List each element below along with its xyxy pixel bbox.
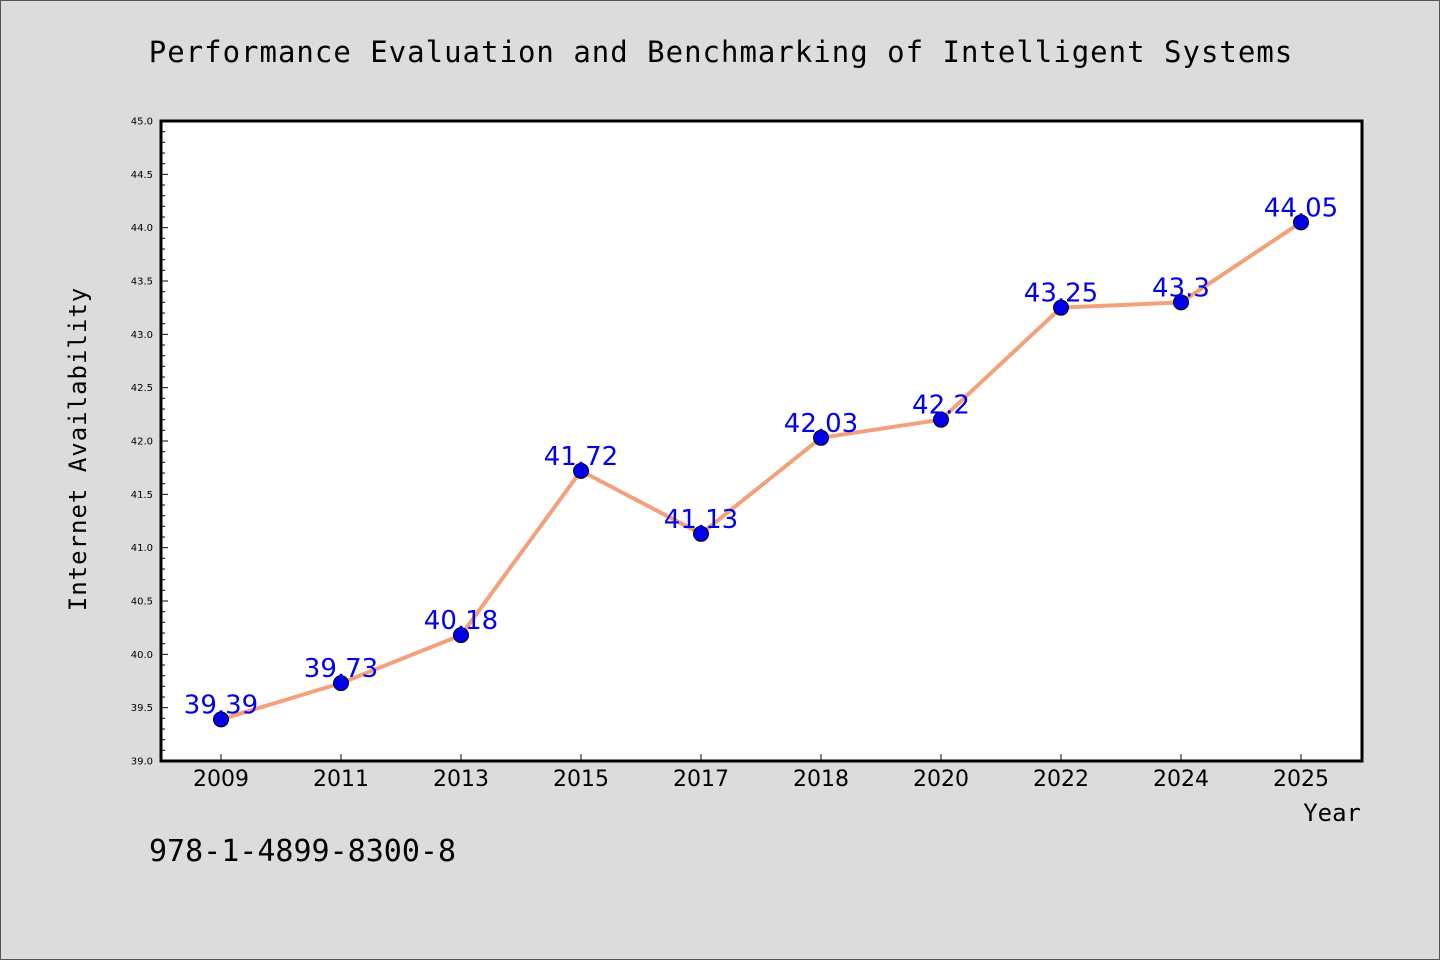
y-tick-label: 43.5: [131, 277, 153, 288]
x-tick-label: 2015: [553, 767, 609, 792]
x-tick-label: 2022: [1033, 767, 1089, 792]
x-tick-label: 2024: [1153, 767, 1209, 792]
x-tick-label: 2020: [913, 767, 969, 792]
y-axis-label: Internet Availability: [64, 287, 92, 611]
data-label: 41.72: [544, 442, 618, 472]
y-tick-label: 42.5: [131, 383, 153, 394]
x-tick-label: 2013: [433, 767, 489, 792]
chart-title: Performance Evaluation and Benchmarking …: [148, 35, 1294, 69]
x-tick-label: 2011: [313, 767, 369, 792]
data-point-marker: [333, 675, 349, 692]
y-tick-label: 39.0: [131, 757, 153, 768]
data-label: 40.18: [424, 606, 498, 636]
data-point-marker: [933, 411, 949, 428]
y-tick-label: 44.0: [131, 223, 153, 234]
series-line: [219, 220, 1303, 722]
y-tick-label: 44.5: [131, 170, 153, 181]
y-tick-label: 39.5: [131, 703, 153, 714]
data-point-marker: [813, 429, 829, 446]
y-tick-label: 42.0: [131, 437, 153, 448]
x-tick-label: 2017: [673, 767, 729, 792]
plot-frame: [159, 119, 1364, 763]
y-tick-label: 41.0: [131, 543, 153, 554]
data-point-marker: [1053, 299, 1069, 316]
y-tick-label: 41.5: [131, 490, 153, 501]
data-label: 42.2: [912, 391, 970, 421]
y-tick-label: 40.0: [131, 650, 153, 661]
data-point-marker: [693, 525, 709, 542]
data-label: 39.73: [304, 654, 378, 684]
data-label: 44.05: [1264, 193, 1338, 223]
data-point-marker: [573, 462, 589, 479]
isbn-footnote: 978-1-4899-8300-8: [149, 834, 457, 869]
data-point-marker: [453, 627, 469, 644]
data-label: 39.39: [184, 690, 258, 720]
y-tick-label: 43.0: [131, 330, 153, 341]
data-point-marker: [213, 711, 229, 728]
data-point-marker: [1293, 214, 1309, 231]
y-tick-label: 45.0: [131, 117, 153, 128]
x-tick-label: 2018: [793, 767, 849, 792]
x-tick-label: 2025: [1273, 767, 1329, 792]
x-tick-label: 2009: [193, 767, 249, 792]
data-label: 43.25: [1024, 279, 1098, 309]
plot-area: [161, 121, 1362, 761]
data-label: 42.03: [784, 409, 858, 439]
data-label: 43.3: [1152, 273, 1210, 303]
data-label: 41.13: [664, 505, 738, 535]
y-tick-label: 40.5: [131, 597, 153, 608]
data-point-marker: [1173, 294, 1189, 311]
x-axis-label: Year: [1303, 799, 1361, 827]
